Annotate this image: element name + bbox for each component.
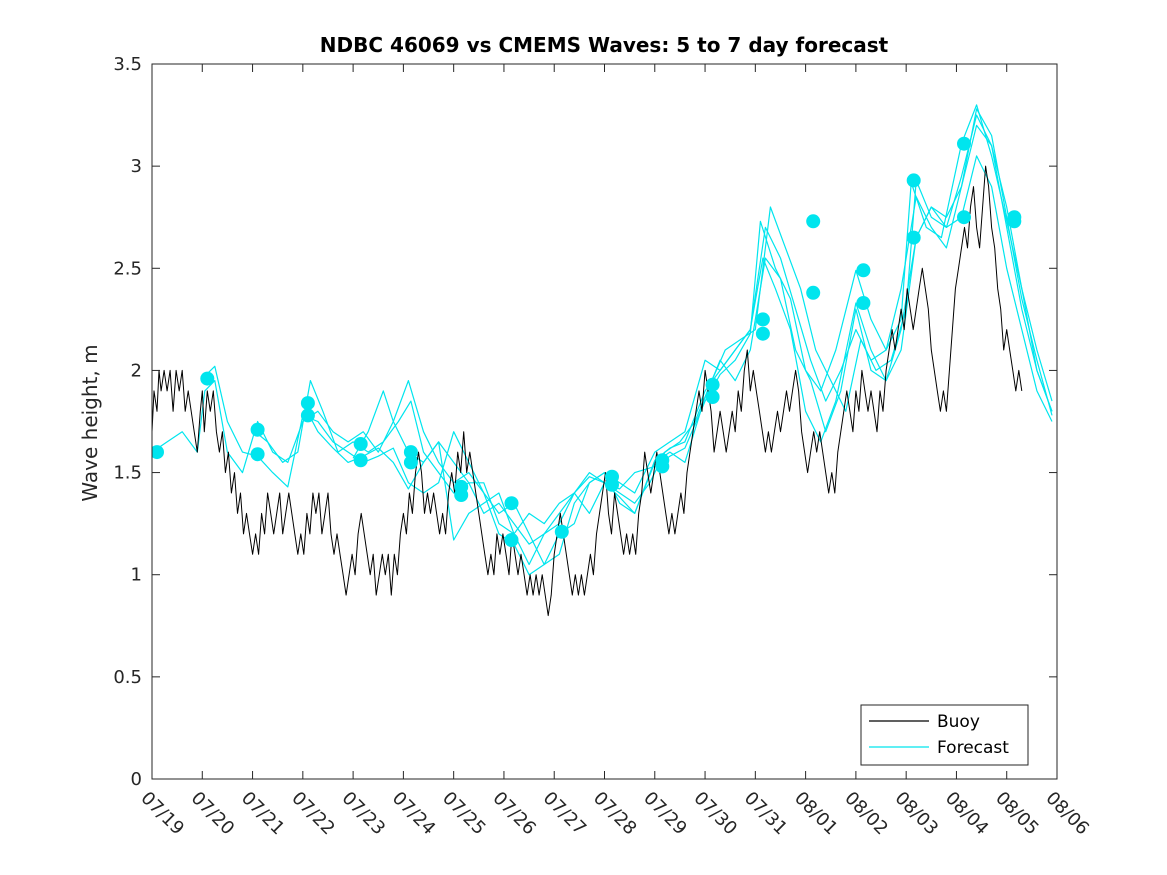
legend: Buoy Forecast: [860, 704, 1029, 766]
forecast-start-marker: [705, 390, 720, 404]
forecast-start-marker: [353, 453, 368, 468]
series-buoy-line: [152, 165, 1023, 617]
forecast-start-marker: [504, 496, 519, 511]
forecast-start-marker: [300, 396, 315, 411]
forecast-start-marker: [152, 445, 164, 460]
forecast-start-marker: [755, 326, 770, 341]
forecast-start-marker: [353, 437, 368, 451]
y-tick-label: 2: [131, 360, 142, 381]
series-forecast-line: [352, 104, 1053, 541]
forecast-start-marker: [504, 533, 519, 547]
forecast-start-marker: [1007, 214, 1022, 229]
forecast-start-marker: [806, 214, 821, 229]
series-group: [152, 104, 1053, 617]
forecast-start-marker: [705, 377, 720, 392]
y-tick-label: 0: [131, 769, 142, 790]
y-axis-label: Wave height, m: [78, 344, 102, 501]
legend-label: Forecast: [937, 738, 1009, 758]
y-tick-label: 1.5: [113, 463, 142, 484]
forecast-start-marker: [250, 422, 265, 437]
y-tick-label: 2.5: [113, 258, 142, 279]
forecast-start-marker: [454, 488, 469, 502]
forecast-start-marker: [655, 459, 670, 474]
forecast-start-marker: [755, 312, 770, 327]
forecast-start-marker: [906, 173, 921, 188]
chart-title: NDBC 46069 vs CMEMS Waves: 5 to 7 day fo…: [320, 33, 889, 57]
forecast-start-marker: [806, 285, 821, 300]
y-tick-label: 3.5: [113, 54, 142, 75]
forecast-start-marker: [957, 136, 971, 151]
forecast-start-marker: [957, 210, 971, 225]
y-tick-label: 1: [131, 565, 142, 586]
forecast-start-marker: [906, 230, 921, 245]
forecast-start-marker: [605, 477, 619, 492]
legend-label: Buoy: [937, 712, 980, 732]
forecast-start-marker: [403, 445, 418, 460]
forecast-start-marker: [554, 524, 569, 539]
y-tick-label: 3: [131, 156, 142, 177]
legend-box: [860, 704, 1029, 766]
forecast-start-marker: [856, 296, 871, 310]
plot-area: [152, 104, 1053, 617]
y-tick-label: 0.5: [113, 667, 142, 688]
forecast-start-marker: [403, 455, 418, 470]
forecast-start-marker: [856, 263, 871, 278]
forecast-start-marker: [250, 447, 265, 462]
forecast-start-marker: [200, 371, 215, 386]
forecast-start-marker: [300, 408, 315, 423]
series-forecast-line: [201, 155, 1053, 576]
